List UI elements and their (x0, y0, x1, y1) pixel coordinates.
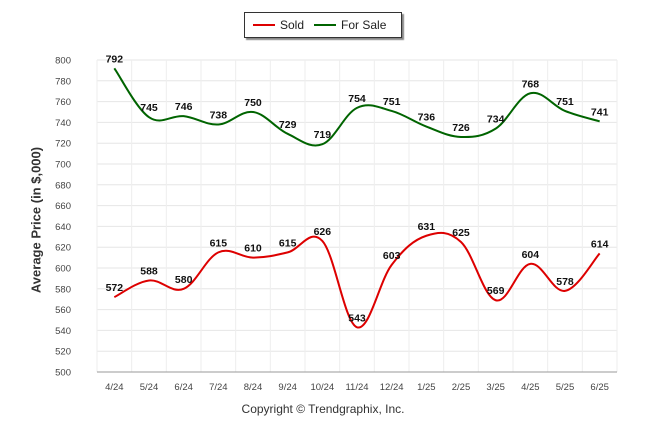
data-label-for-sale: 751 (556, 96, 574, 108)
y-tick-label: 740 (55, 118, 71, 129)
data-label-for-sale: 746 (175, 101, 193, 113)
y-tick-label: 680 (55, 180, 71, 191)
y-tick-label: 560 (55, 305, 71, 316)
x-tick-label: 6/24 (174, 382, 193, 393)
legend-swatch-for-sale (314, 24, 337, 26)
y-axis-title: Average Price (in $,000) (28, 146, 44, 294)
data-label-for-sale: 736 (418, 112, 436, 124)
x-tick-label: 4/24 (105, 382, 124, 393)
data-label-sold: 625 (452, 227, 470, 239)
legend-swatch-sold (253, 24, 275, 26)
data-label-for-sale: 750 (244, 97, 262, 109)
data-label-for-sale: 729 (279, 119, 297, 131)
x-tick-label: 6/25 (590, 382, 609, 393)
x-tick-label: 1/25 (417, 382, 436, 393)
data-label-for-sale: 719 (314, 129, 332, 141)
x-tick-label: 4/25 (521, 382, 540, 393)
data-label-sold: 610 (244, 243, 262, 255)
y-tick-label: 500 (55, 368, 71, 379)
y-tick-label: 620 (55, 243, 71, 254)
x-tick-label: 5/24 (140, 382, 159, 393)
series-line-for-sale (113, 67, 600, 147)
y-tick-label: 600 (55, 264, 71, 275)
legend-label-sold: Sold (280, 18, 305, 32)
data-label-for-sale: 768 (522, 78, 540, 90)
data-label-sold: 578 (556, 276, 574, 288)
x-tick-label: 11/24 (345, 382, 368, 393)
data-label-sold: 543 (348, 312, 366, 324)
x-tick-label: 8/24 (244, 382, 263, 393)
data-label-for-sale: 741 (591, 106, 609, 118)
data-label-for-sale: 734 (487, 114, 505, 126)
y-tick-label: 520 (55, 347, 71, 358)
x-tick-label: 3/25 (486, 382, 505, 393)
y-tick-label: 640 (55, 222, 71, 233)
series-line-sold (113, 231, 601, 329)
data-label-sold: 588 (140, 265, 158, 277)
data-label-for-sale: 738 (210, 109, 228, 121)
data-label-sold: 572 (106, 282, 124, 294)
data-label-for-sale: 726 (452, 122, 470, 134)
data-label-sold: 615 (279, 237, 297, 249)
legend-label-for-sale: For Sale (341, 18, 387, 32)
x-tick-label: 5/25 (556, 382, 575, 393)
x-tick-label: 12/24 (380, 382, 404, 393)
y-tick-label: 800 (55, 56, 71, 67)
data-label-sold: 615 (210, 237, 228, 249)
data-label-for-sale: 754 (348, 93, 366, 105)
data-label-sold: 580 (175, 274, 193, 286)
legend: Sold For Sale (244, 12, 402, 38)
legend-item-sold[interactable]: Sold (253, 18, 304, 32)
legend-item-for-sale[interactable]: For Sale (314, 18, 386, 32)
y-tick-label: 540 (55, 326, 71, 337)
x-tick-label: 9/24 (278, 382, 297, 393)
data-label-for-sale: 751 (383, 96, 401, 108)
x-tick-label: 2/25 (452, 382, 471, 393)
data-label-sold: 614 (591, 238, 609, 250)
y-tick-label: 760 (55, 97, 71, 108)
data-label-sold: 569 (487, 285, 505, 297)
data-label-sold: 631 (418, 221, 436, 233)
data-label-for-sale: 792 (106, 53, 124, 65)
y-tick-label: 660 (55, 201, 71, 212)
x-tick-label: 7/24 (209, 382, 228, 393)
data-label-sold: 626 (314, 226, 332, 238)
y-tick-label: 580 (55, 284, 71, 295)
y-tick-label: 720 (55, 139, 71, 150)
data-label-sold: 603 (383, 250, 401, 262)
data-label-sold: 604 (522, 249, 540, 261)
copyright-text: Copyright © Trendgraphix, Inc. (241, 402, 405, 416)
y-tick-label: 700 (55, 160, 71, 171)
data-label-for-sale: 745 (140, 102, 158, 114)
x-tick-label: 10/24 (310, 382, 334, 393)
y-tick-label: 780 (55, 76, 71, 87)
